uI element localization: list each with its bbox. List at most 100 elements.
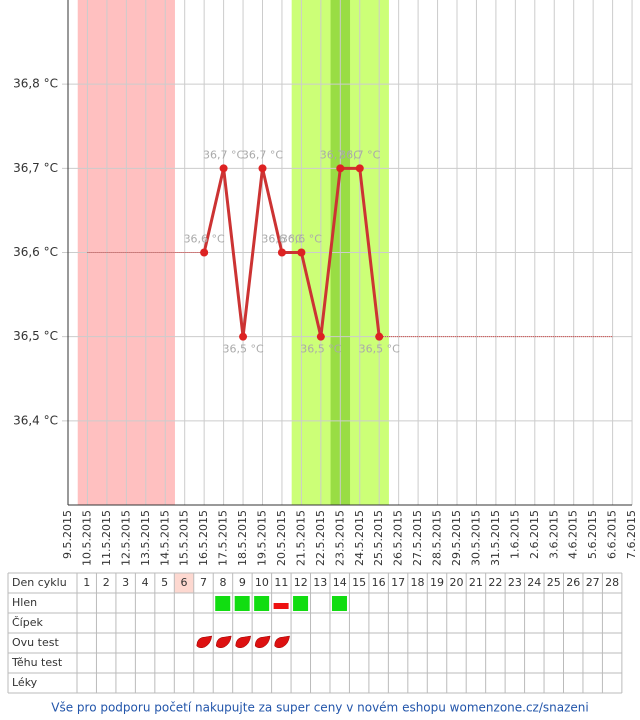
data-label: 36,6 °C xyxy=(184,233,225,246)
day-number: 2 xyxy=(103,576,110,589)
day-number: 8 xyxy=(219,576,226,589)
day-number: 11 xyxy=(274,576,288,589)
day-number: 9 xyxy=(239,576,246,589)
x-tick-label: 25.5.2015 xyxy=(372,510,385,566)
day-number: 15 xyxy=(352,576,366,589)
data-point xyxy=(297,248,306,257)
data-label: 36,7 °C xyxy=(242,148,283,161)
data-label: 36,6 °C xyxy=(261,233,302,246)
data-label: 36,5 °C xyxy=(222,343,263,356)
x-tick-label: 14.5.2015 xyxy=(158,510,171,566)
x-tick-label: 26.5.2015 xyxy=(392,510,405,566)
x-tick-label: 20.5.2015 xyxy=(275,510,288,566)
day-number: 3 xyxy=(122,576,129,589)
x-tick-label: 11.5.2015 xyxy=(100,510,113,566)
day-number: 14 xyxy=(333,576,347,589)
mucus-icon xyxy=(215,596,231,611)
day-number: 10 xyxy=(255,576,269,589)
highlight-cell xyxy=(174,573,194,593)
row-label: Léky xyxy=(12,676,38,689)
ovu-test-icon xyxy=(274,635,290,649)
x-tick-label: 29.5.2015 xyxy=(450,510,463,566)
ovu-test-icon xyxy=(235,635,251,649)
data-label: 36,7 °C xyxy=(203,148,244,161)
data-point xyxy=(239,332,248,341)
temperature-line xyxy=(202,166,381,338)
day-number: 21 xyxy=(469,576,483,589)
day-number: 28 xyxy=(605,576,619,589)
data-point xyxy=(336,164,345,173)
x-tick-label: 7.6.2015 xyxy=(625,510,638,559)
day-number: 7 xyxy=(200,576,207,589)
row-label: Ovu test xyxy=(12,636,59,649)
x-tick-label: 3.6.2015 xyxy=(547,510,560,559)
mucus-icon xyxy=(234,596,250,611)
day-number: 24 xyxy=(527,576,541,589)
day-number: 26 xyxy=(566,576,580,589)
day-number: 22 xyxy=(488,576,502,589)
x-tick-label: 30.5.2015 xyxy=(469,510,482,566)
day-number: 25 xyxy=(547,576,561,589)
mucus-icon xyxy=(273,603,289,609)
data-point xyxy=(277,248,286,257)
footer-link[interactable]: Vše pro podporu početí nakupujte za supe… xyxy=(51,701,588,715)
x-tick-label: 12.5.2015 xyxy=(119,510,132,566)
x-tick-label: 16.5.2015 xyxy=(197,510,210,566)
data-label: 36,5 °C xyxy=(359,343,400,356)
y-tick-label: 36,4 °C xyxy=(13,413,58,427)
day-number: 13 xyxy=(313,576,327,589)
data-label: 36,6 °C xyxy=(281,233,322,246)
y-tick-label: 36,6 °C xyxy=(13,245,58,259)
day-number: 4 xyxy=(142,576,149,589)
x-tick-label: 22.5.2015 xyxy=(314,510,327,566)
data-label: 36,7 °C xyxy=(320,148,361,161)
row-label: Čípek xyxy=(12,616,43,629)
data-point xyxy=(355,164,364,173)
day-number: 6 xyxy=(181,576,188,589)
x-tick-label: 19.5.2015 xyxy=(256,510,269,566)
day-number: 19 xyxy=(430,576,444,589)
mucus-icon xyxy=(293,596,309,611)
x-tick-label: 31.5.2015 xyxy=(489,510,502,566)
x-tick-label: 18.5.2015 xyxy=(236,510,249,566)
x-tick-label: 27.5.2015 xyxy=(411,510,424,566)
x-tick-label: 21.5.2015 xyxy=(294,510,307,566)
row-label: Hlen xyxy=(12,596,37,609)
day-number: 16 xyxy=(372,576,386,589)
table-header: Den cyklu xyxy=(12,576,67,589)
x-tick-label: 1.6.2015 xyxy=(508,510,521,559)
x-tick-label: 6.6.2015 xyxy=(606,510,619,559)
data-point xyxy=(258,164,267,173)
x-tick-label: 10.5.2015 xyxy=(80,510,93,566)
data-label: 36,5 °C xyxy=(300,343,341,356)
x-tick-label: 23.5.2015 xyxy=(333,510,346,566)
day-number: 23 xyxy=(508,576,522,589)
x-tick-label: 24.5.2015 xyxy=(353,510,366,566)
data-point xyxy=(316,332,325,341)
day-number: 17 xyxy=(391,576,405,589)
x-tick-label: 13.5.2015 xyxy=(139,510,152,566)
y-tick-label: 36,7 °C xyxy=(13,161,58,175)
x-tick-label: 17.5.2015 xyxy=(217,510,230,566)
x-tick-label: 2.6.2015 xyxy=(528,510,541,559)
day-number: 18 xyxy=(411,576,425,589)
mucus-icon xyxy=(254,596,270,611)
x-tick-label: 4.6.2015 xyxy=(567,510,580,559)
x-tick-label: 9.5.2015 xyxy=(61,510,74,559)
x-tick-label: 15.5.2015 xyxy=(178,510,191,566)
day-number: 27 xyxy=(586,576,600,589)
day-number: 5 xyxy=(161,576,168,589)
x-tick-label: 5.6.2015 xyxy=(586,510,599,559)
day-number: 1 xyxy=(83,576,90,589)
day-number: 20 xyxy=(449,576,463,589)
data-point xyxy=(219,164,228,173)
x-tick-label: 28.5.2015 xyxy=(431,510,444,566)
data-label: 36,7 °C xyxy=(339,148,380,161)
y-tick-label: 36,8 °C xyxy=(13,77,58,91)
day-number: 12 xyxy=(294,576,308,589)
ovu-test-icon xyxy=(215,635,232,649)
y-tick-label: 36,5 °C xyxy=(13,329,58,343)
ovu-test-icon xyxy=(254,635,271,649)
mucus-icon xyxy=(331,596,347,611)
